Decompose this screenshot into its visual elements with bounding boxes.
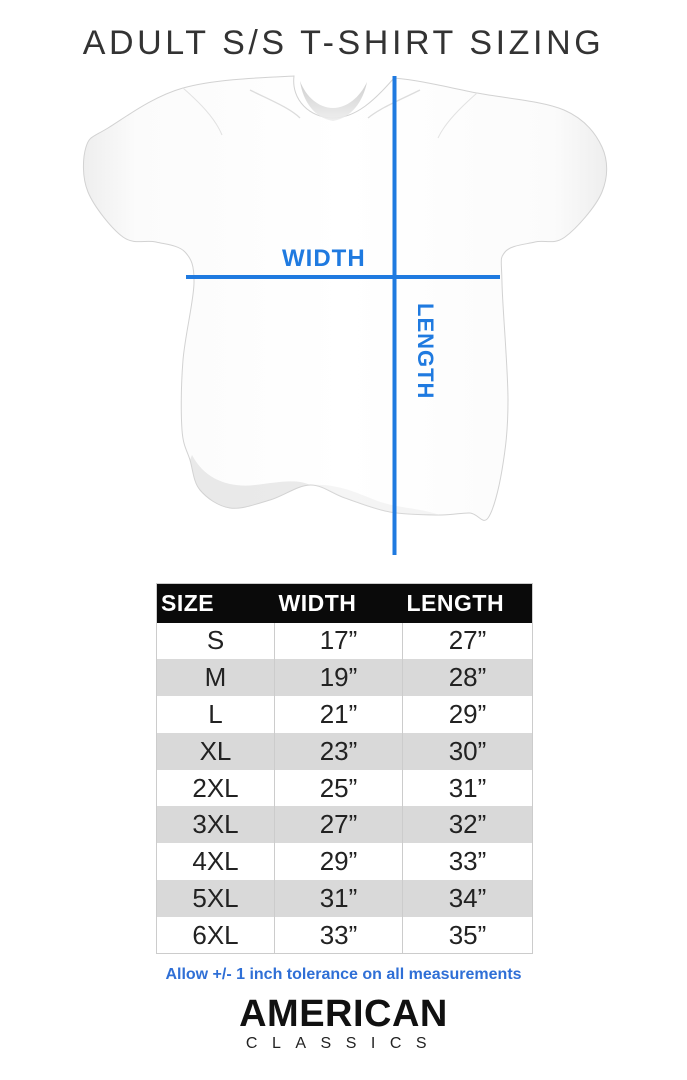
svg-text:LENGTH: LENGTH — [413, 303, 438, 399]
svg-text:WIDTH: WIDTH — [282, 245, 366, 272]
